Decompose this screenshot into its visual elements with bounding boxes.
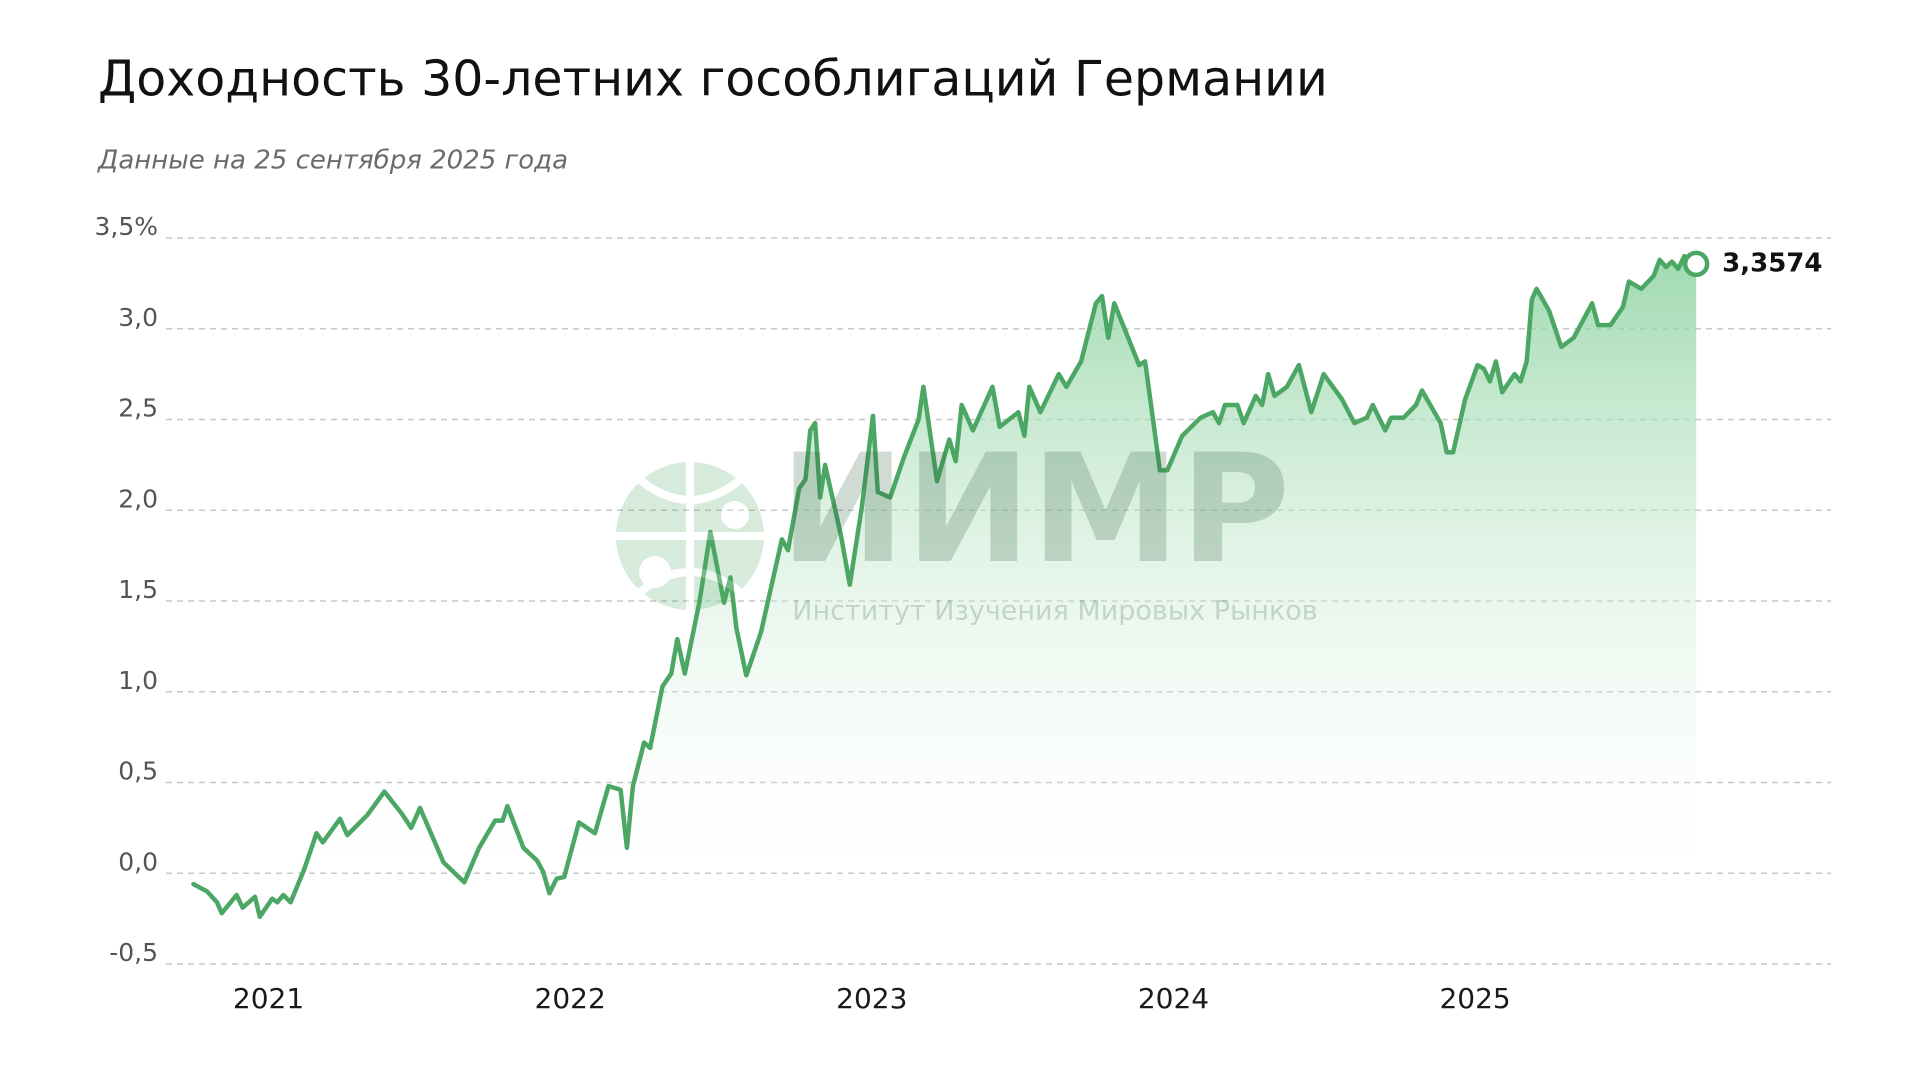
y-tick-label: 2,0 [118, 484, 158, 513]
chart-subtitle: Данные на 25 сентября 2025 года [97, 146, 568, 176]
y-tick-label: 0,5 [118, 757, 158, 786]
chart-title: Доходность 30-летних гособлигаций Герман… [98, 51, 1328, 108]
watermark-logo: ИИМР [780, 423, 1290, 597]
y-tick-label: 1,0 [118, 666, 158, 695]
x-tick-label: 2023 [836, 982, 907, 1015]
area [193, 256, 1697, 917]
value-label: 3,3574 [1722, 248, 1822, 278]
x-tick-label: 2022 [535, 982, 606, 1015]
watermark-dot [639, 556, 671, 588]
x-tick-label: 2025 [1439, 982, 1510, 1015]
line [191, 253, 1699, 920]
end-marker [1682, 250, 1710, 278]
watermark: ИИМР Институт Изучения Мировых Рынков [616, 423, 1318, 627]
y-tick-label: 0,0 [118, 847, 158, 876]
y-tick-label: 3,5% [94, 212, 158, 241]
y-tick-label: 1,5 [118, 575, 158, 604]
watermark-globe [616, 462, 764, 610]
y-tick-label: -0,5 [109, 938, 158, 967]
watermark-globe-lines [616, 462, 764, 610]
y-tick-label: 3,0 [118, 303, 158, 332]
x-tick-label: 2024 [1138, 982, 1209, 1015]
watermark-dot [721, 501, 749, 529]
plot: 3,3574 [191, 248, 1823, 920]
x-tick-label: 2021 [233, 982, 304, 1015]
y-tick-label: 2,5 [118, 394, 158, 423]
watermark-name: Институт Изучения Мировых Рынков [792, 596, 1317, 627]
